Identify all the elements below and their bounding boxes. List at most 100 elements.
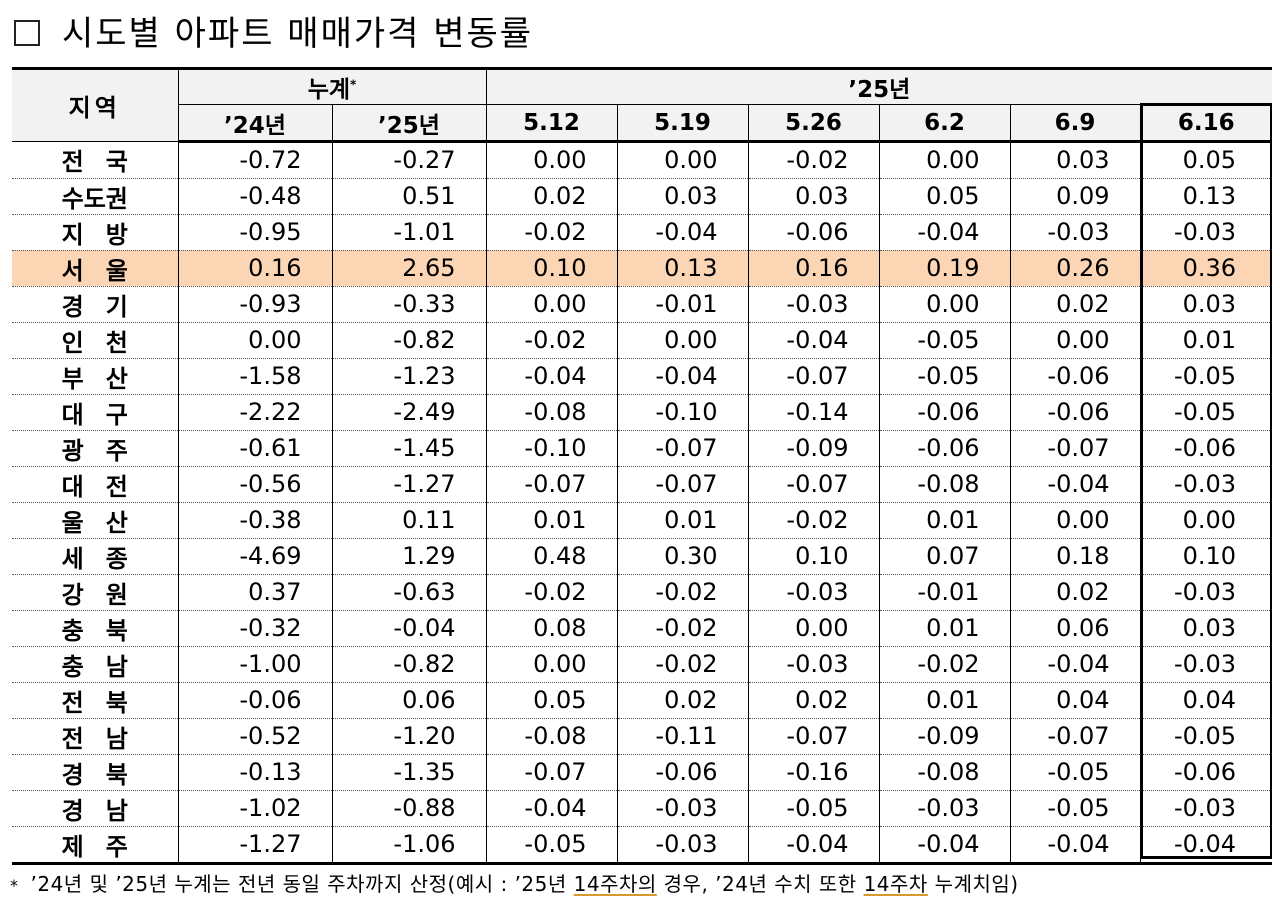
table-row: 지방 -0.95 -1.01 -0.02 -0.04 -0.06 -0.04 -0.03 -0.… xyxy=(12,214,1273,251)
value-cell: 0.01 xyxy=(878,502,1011,539)
value-cell: -0.01 xyxy=(616,286,749,323)
value-cell: 0.03 xyxy=(616,178,749,215)
header-col: 5.19 xyxy=(616,104,749,143)
table-row: 광주 -0.61 -1.45 -0.10 -0.07 -0.09 -0.06 -0.07 -0.… xyxy=(12,430,1273,467)
header-col: ’25년 xyxy=(331,104,487,143)
value-cell: -0.05 xyxy=(1139,718,1273,755)
value-cell: -0.03 xyxy=(747,286,880,323)
value-cell: 0.07 xyxy=(878,538,1011,575)
value-cell: -1.27 xyxy=(177,826,333,865)
value-cell: 0.00 xyxy=(878,141,1011,179)
value-cell: 0.00 xyxy=(1009,322,1141,359)
value-cell: -0.03 xyxy=(1139,214,1273,251)
value-cell: 0.13 xyxy=(616,250,749,287)
table-row: 수도권 -0.48 0.51 0.02 0.03 0.03 0.05 0.09 0.13 xyxy=(12,178,1273,215)
value-cell: 0.18 xyxy=(1009,538,1141,575)
footnote-text-c: 경우, ’24년 수치 또한 xyxy=(656,872,864,896)
value-cell: -0.11 xyxy=(616,718,749,755)
region-cell: 서울 xyxy=(12,250,179,287)
region-cell: 제주 xyxy=(12,826,179,865)
region-cell: 인천 xyxy=(12,322,179,359)
header-year: ’25년 xyxy=(485,67,1273,105)
value-cell: 0.10 xyxy=(747,538,880,575)
header-cumulative: 누계* xyxy=(177,67,487,105)
value-cell: -0.07 xyxy=(485,466,618,503)
table-row: 제주 -1.27 -1.06 -0.05 -0.03 -0.04 -0.04 -0.04 -0.… xyxy=(12,826,1273,865)
value-cell: 0.26 xyxy=(1009,250,1141,287)
table-row: 부산 -1.58 -1.23 -0.04 -0.04 -0.07 -0.05 -0.06 -0.… xyxy=(12,358,1273,395)
value-cell: 0.01 xyxy=(878,682,1011,719)
value-cell: 0.02 xyxy=(1009,286,1141,323)
value-cell: -0.06 xyxy=(747,214,880,251)
header-cumulative-mark: * xyxy=(350,77,357,92)
value-cell: 0.05 xyxy=(878,178,1011,215)
region-cell: 경기 xyxy=(12,286,179,323)
table-row: 경기 -0.93 -0.33 0.00 -0.01 -0.03 0.00 0.02 0.03 xyxy=(12,286,1273,323)
value-cell: 0.00 xyxy=(485,646,618,683)
table-row: 경남 -1.02 -0.88 -0.04 -0.03 -0.05 -0.03 -0.05 -0.… xyxy=(12,790,1273,827)
value-cell: -0.05 xyxy=(747,790,880,827)
value-cell: -0.04 xyxy=(747,826,880,865)
value-cell: -1.02 xyxy=(177,790,333,827)
value-cell: 0.00 xyxy=(1139,502,1273,539)
table-row: 전국 -0.72 -0.27 0.00 0.00 -0.02 0.00 0.03 0.05 xyxy=(12,141,1273,179)
header-col-current: 6.16 xyxy=(1139,104,1273,143)
value-cell: -0.02 xyxy=(747,141,880,179)
value-cell: -0.72 xyxy=(177,141,333,179)
value-cell: -1.35 xyxy=(331,754,487,791)
value-cell: -1.45 xyxy=(331,430,487,467)
value-cell: 0.05 xyxy=(485,682,618,719)
value-cell: -0.48 xyxy=(177,178,333,215)
table-row: 충북 -0.32 -0.04 0.08 -0.02 0.00 0.01 0.06 0.03 xyxy=(12,610,1273,647)
region-cell: 전남 xyxy=(12,718,179,755)
title-row: 시도별 아파트 매매가격 변동률 xyxy=(14,8,533,54)
value-cell: -0.06 xyxy=(1139,754,1273,791)
header-col: 5.12 xyxy=(485,104,618,143)
value-cell: -0.01 xyxy=(878,574,1011,611)
value-cell: -0.61 xyxy=(177,430,333,467)
value-cell: -0.08 xyxy=(485,718,618,755)
value-cell: -0.09 xyxy=(747,430,880,467)
value-cell: -0.56 xyxy=(177,466,333,503)
value-cell: 0.02 xyxy=(747,682,880,719)
value-cell: -0.03 xyxy=(747,646,880,683)
value-cell: 0.00 xyxy=(177,322,333,359)
value-cell: -0.82 xyxy=(331,322,487,359)
value-cell: -1.27 xyxy=(331,466,487,503)
value-cell: -0.07 xyxy=(747,358,880,395)
region-cell: 지방 xyxy=(12,214,179,251)
value-cell: 0.19 xyxy=(878,250,1011,287)
value-cell: -0.04 xyxy=(1139,826,1273,865)
value-cell: 0.00 xyxy=(616,141,749,179)
value-cell: -0.05 xyxy=(485,826,618,865)
value-cell: 0.03 xyxy=(1139,286,1273,323)
value-cell: -2.49 xyxy=(331,394,487,431)
checkbox-icon xyxy=(14,20,40,46)
value-cell: 0.06 xyxy=(1009,610,1141,647)
table-row: 울산 -0.38 0.11 0.01 0.01 -0.02 0.01 0.00 0.00 xyxy=(12,502,1273,539)
value-cell: 0.02 xyxy=(616,682,749,719)
table-row: 전북 -0.06 0.06 0.05 0.02 0.02 0.01 0.04 0.04 xyxy=(12,682,1273,719)
value-cell: -0.02 xyxy=(485,214,618,251)
value-cell: 2.65 xyxy=(331,250,487,287)
value-cell: -0.63 xyxy=(331,574,487,611)
value-cell: -0.04 xyxy=(485,358,618,395)
table-row: 전남 -0.52 -1.20 -0.08 -0.11 -0.07 -0.09 -0.07 -0.… xyxy=(12,718,1273,755)
value-cell: -0.05 xyxy=(1139,394,1273,431)
value-cell: -0.10 xyxy=(616,394,749,431)
region-cell: 충남 xyxy=(12,646,179,683)
value-cell: -0.08 xyxy=(878,754,1011,791)
footnote-text-b: 14주차의 xyxy=(573,872,657,896)
value-cell: 0.37 xyxy=(177,574,333,611)
value-cell: -0.05 xyxy=(1139,358,1273,395)
value-cell: -0.02 xyxy=(616,574,749,611)
value-cell: -0.07 xyxy=(747,718,880,755)
value-cell: -0.07 xyxy=(616,466,749,503)
value-cell: -0.04 xyxy=(331,610,487,647)
value-cell: -1.20 xyxy=(331,718,487,755)
value-cell: -0.09 xyxy=(878,718,1011,755)
value-cell: -0.04 xyxy=(878,826,1011,865)
value-cell: -0.03 xyxy=(616,826,749,865)
value-cell: -0.08 xyxy=(485,394,618,431)
value-cell: 0.16 xyxy=(747,250,880,287)
